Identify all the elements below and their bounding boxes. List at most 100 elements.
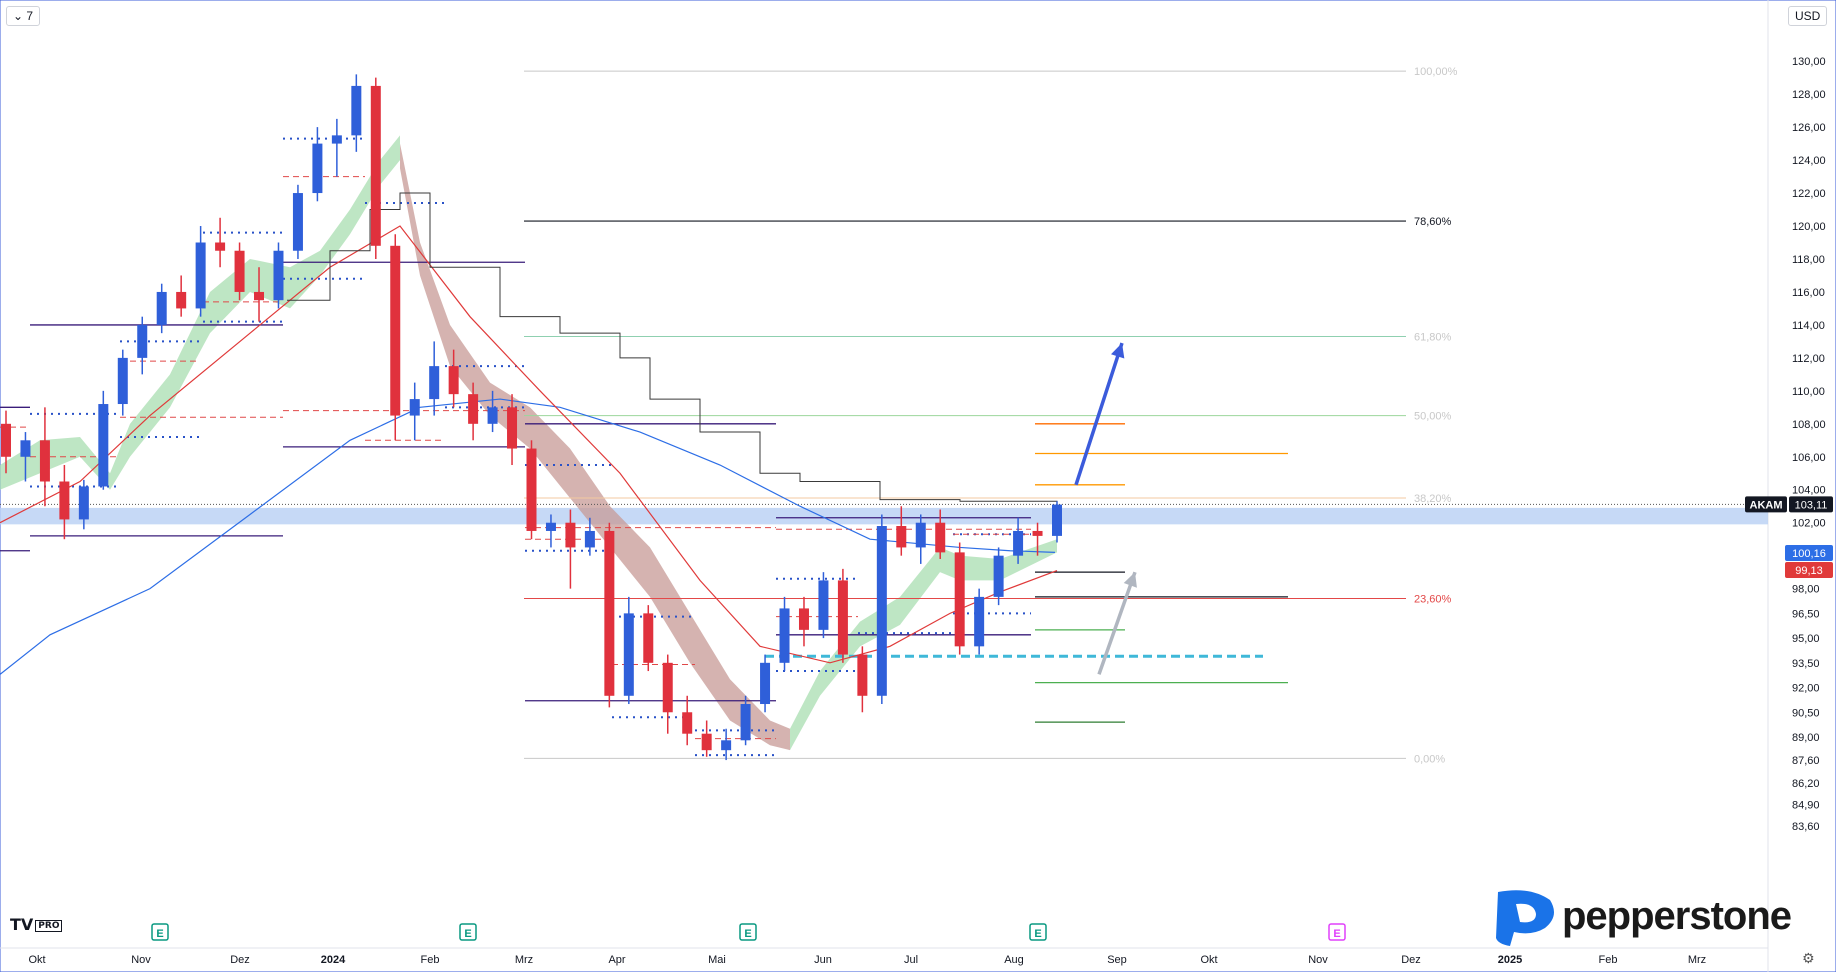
- candle-body: [876, 526, 887, 696]
- y-tick-label: 122,00: [1792, 188, 1826, 200]
- earnings-marker-icon: [459, 923, 477, 941]
- candle-body: [779, 608, 790, 663]
- x-tick-label: Okt: [28, 954, 45, 966]
- candle-body: [409, 399, 420, 416]
- candle-body: [837, 580, 848, 655]
- x-tick-label: Feb: [421, 954, 440, 966]
- candle-body: [545, 522, 556, 531]
- chevron-down-icon: ⌄: [13, 9, 24, 23]
- candle-body: [448, 366, 459, 395]
- currency-dropdown[interactable]: USD: [1788, 6, 1828, 26]
- fib-label: 23,60%: [1414, 594, 1452, 606]
- x-tick-label: Mrz: [515, 954, 533, 966]
- candle-body: [487, 407, 498, 424]
- x-tick-label: 2025: [1498, 954, 1522, 966]
- fib-label: 50,00%: [1414, 411, 1452, 423]
- x-tick-label: Aug: [1004, 954, 1024, 966]
- candle-body: [1052, 504, 1062, 536]
- earnings-marker-label: E: [1034, 928, 1041, 940]
- earnings-marker-label: E: [1333, 928, 1340, 940]
- x-tick-label: Nov: [1308, 954, 1328, 966]
- support-zone: [0, 507, 1768, 525]
- x-tick-label: Mai: [708, 954, 726, 966]
- price-tag-bg: [1789, 496, 1833, 513]
- fib-label: 78,60%: [1414, 216, 1452, 228]
- candle-body: [993, 555, 1004, 597]
- candle-body: [156, 291, 167, 325]
- x-tick-label: Mrz: [1688, 954, 1706, 966]
- indicator-tag: 99,13: [1795, 565, 1823, 577]
- pepperstone-wordmark: pepperstone: [1562, 894, 1792, 938]
- y-tick-label: 128,00: [1792, 89, 1826, 101]
- candle-body: [818, 580, 829, 630]
- price-tag: 103,11: [1795, 499, 1828, 511]
- candle-body: [176, 291, 187, 309]
- candle-body: [234, 250, 245, 292]
- trend-arrow: [1074, 342, 1124, 486]
- candle-body: [584, 530, 595, 548]
- pro-badge: PRO: [35, 919, 63, 932]
- settings-gear-icon[interactable]: ⚙: [1802, 951, 1815, 967]
- candle-body: [59, 481, 70, 520]
- fib-label: 100,00%: [1414, 66, 1458, 78]
- earnings-marker-label: E: [156, 928, 163, 940]
- symbol-tag: AKAM: [1750, 499, 1783, 511]
- y-tick-label: 118,00: [1792, 254, 1825, 266]
- y-tick-label: 124,00: [1792, 155, 1826, 167]
- candle-body: [1032, 530, 1043, 536]
- candle-body: [623, 613, 634, 696]
- y-tick-label: 108,00: [1792, 419, 1826, 431]
- indicator-tag: 100,16: [1792, 548, 1826, 560]
- tv-logo-text: TV: [10, 915, 34, 934]
- candle-body: [857, 654, 868, 696]
- candle-body: [370, 85, 381, 246]
- x-tick-label: Apr: [608, 954, 625, 966]
- x-tick-label: Sep: [1107, 954, 1127, 966]
- candle-body: [682, 712, 693, 734]
- y-tick-label: 83,60: [1792, 821, 1820, 833]
- candle-body: [507, 407, 518, 449]
- candle-body: [760, 662, 771, 705]
- candle-body: [935, 522, 946, 553]
- ma-red-line: [0, 225, 1058, 664]
- y-tick-label: 110,00: [1792, 386, 1825, 398]
- x-tick-label: Dez: [230, 954, 250, 966]
- arrow-head: [1111, 343, 1125, 359]
- interval-label: 7: [26, 9, 34, 23]
- candle-body: [215, 242, 226, 251]
- candle-body: [974, 596, 985, 647]
- earnings-marker-label: E: [744, 928, 751, 940]
- y-tick-label: 130,00: [1792, 56, 1826, 68]
- candle-body: [20, 440, 31, 457]
- earnings-marker-icon: [739, 923, 757, 941]
- x-tick-label: Dez: [1401, 954, 1421, 966]
- earnings-marker-icon: [1328, 923, 1346, 941]
- earnings-marker-icon: [151, 923, 169, 941]
- y-tick-label: 98,00: [1792, 584, 1820, 596]
- interval-dropdown[interactable]: ⌄ 7: [6, 6, 41, 26]
- candle-body: [1, 423, 11, 457]
- y-tick-label: 102,00: [1792, 518, 1826, 530]
- y-tick-label: 89,00: [1792, 732, 1820, 744]
- candle-body: [195, 242, 206, 309]
- candle-body: [254, 291, 265, 301]
- y-tick-label: 86,20: [1792, 778, 1820, 790]
- ma-blue-line: [0, 398, 1056, 675]
- candle-body: [468, 394, 479, 424]
- y-tick-label: 126,00: [1792, 122, 1826, 134]
- y-tick-label: 112,00: [1792, 353, 1825, 365]
- candle-body: [351, 85, 362, 136]
- fib-label: 61,80%: [1414, 331, 1452, 343]
- y-tick-label: 92,00: [1792, 683, 1820, 695]
- candle-body: [643, 613, 654, 663]
- candle-body: [701, 733, 712, 751]
- candle-body: [312, 143, 323, 194]
- y-tick-label: 95,00: [1792, 633, 1820, 645]
- x-tick-label: Nov: [131, 954, 151, 966]
- candle-body: [78, 486, 89, 520]
- pepperstone-logo: pepperstone: [1490, 888, 1792, 948]
- candle-body: [98, 404, 109, 487]
- x-tick-label: Feb: [1599, 954, 1618, 966]
- trend-arrow: [1097, 571, 1137, 675]
